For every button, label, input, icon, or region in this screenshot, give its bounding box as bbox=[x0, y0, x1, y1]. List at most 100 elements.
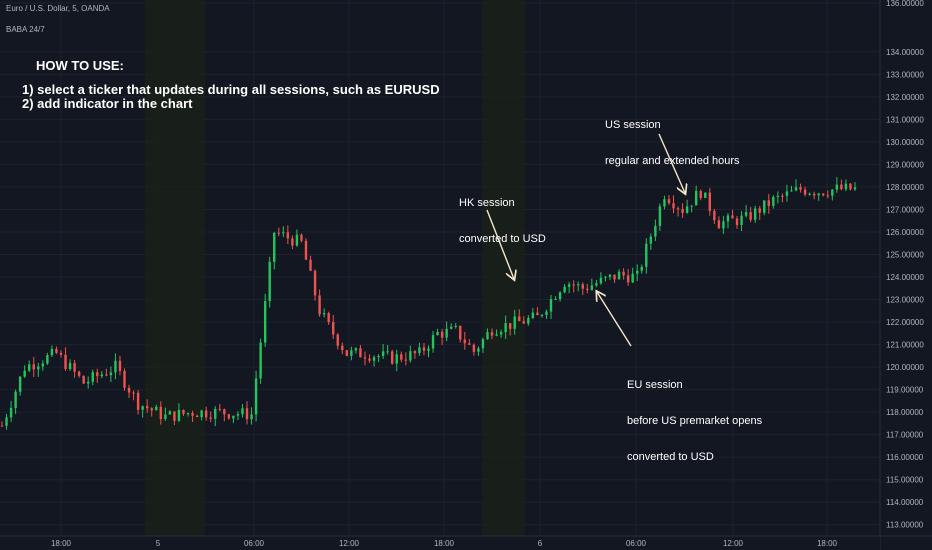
candle-body bbox=[282, 232, 285, 234]
price-tick-label: 133.00000 bbox=[886, 70, 924, 79]
candle-body bbox=[617, 271, 621, 280]
candle-body bbox=[123, 370, 126, 388]
price-tick-label: 129.00000 bbox=[886, 160, 924, 169]
time-tick-label: 12:00 bbox=[339, 539, 360, 548]
us-label-line-2: regular and extended hours bbox=[605, 155, 740, 167]
candle-body bbox=[554, 299, 557, 301]
candle-body bbox=[127, 387, 131, 393]
candle-body bbox=[636, 270, 639, 274]
candle-body bbox=[685, 206, 689, 213]
time-tick-label: 5 bbox=[156, 539, 161, 548]
candle-body bbox=[5, 417, 8, 426]
candle-body bbox=[136, 392, 140, 410]
price-axis[interactable]: 113.00000 114.00000 115.00000 116.00000 117.… bbox=[879, 0, 932, 550]
candle-body bbox=[604, 276, 607, 278]
candle-body bbox=[567, 284, 571, 287]
candle-body bbox=[341, 345, 344, 351]
candle-body bbox=[459, 325, 462, 340]
candle-body bbox=[291, 238, 294, 246]
hk-label-line-1: HK session bbox=[459, 197, 515, 209]
candle-body bbox=[599, 277, 603, 284]
candle-body bbox=[744, 212, 748, 216]
candle-body bbox=[708, 192, 712, 211]
time-axis-bg bbox=[0, 536, 880, 550]
candle-body bbox=[245, 408, 249, 420]
price-tick-label: 119.00000 bbox=[886, 386, 924, 395]
candle-body bbox=[273, 232, 276, 262]
candle-body bbox=[545, 311, 548, 315]
candle-body bbox=[381, 351, 385, 356]
price-tick-label: 113.00000 bbox=[886, 521, 924, 530]
candle-body bbox=[218, 408, 221, 410]
candle-body bbox=[713, 210, 716, 221]
candle-body bbox=[236, 414, 240, 416]
candle-body bbox=[363, 357, 367, 359]
candle-body bbox=[14, 391, 17, 408]
price-tick-label: 118.00000 bbox=[886, 408, 924, 417]
candle-body bbox=[313, 270, 317, 296]
time-axis[interactable]: 18:00 5 06:00 12:00 18:00 6 06:00 12:00 18:00 bbox=[0, 535, 932, 550]
candle-body bbox=[704, 192, 707, 198]
candle-body bbox=[286, 232, 290, 239]
candle-body bbox=[726, 215, 730, 222]
candle-body bbox=[849, 183, 852, 190]
time-tick-label: 18:00 bbox=[51, 539, 72, 548]
candle-body bbox=[799, 187, 802, 190]
price-tick-label: 117.00000 bbox=[886, 431, 924, 440]
candle-body bbox=[499, 332, 503, 335]
candle-body bbox=[359, 348, 362, 358]
candle-body bbox=[155, 406, 158, 411]
candle-body bbox=[640, 266, 643, 271]
candle-body bbox=[431, 335, 435, 349]
candle-body bbox=[531, 312, 535, 319]
candle-body bbox=[840, 184, 843, 190]
candle-body bbox=[59, 352, 63, 355]
annotation-arrow bbox=[486, 209, 514, 279]
candle-body bbox=[586, 288, 589, 290]
candle-body bbox=[395, 354, 398, 364]
annotation-arrow bbox=[658, 133, 685, 193]
candle-body bbox=[350, 350, 353, 356]
time-tick-label: 18:00 bbox=[434, 539, 455, 548]
candle-body bbox=[318, 295, 321, 315]
candle-body bbox=[64, 354, 67, 370]
symbol-title[interactable]: Euro / U.S. Dollar, 5, OANDA bbox=[6, 4, 110, 13]
candle-body bbox=[790, 190, 793, 192]
hk-session-label: HK session converted to USD bbox=[459, 173, 546, 257]
candle-body bbox=[37, 366, 40, 370]
candle-body bbox=[263, 301, 267, 343]
hk-session-band bbox=[145, 0, 205, 536]
candle-body bbox=[204, 410, 208, 418]
price-tick-label: 114.00000 bbox=[886, 498, 924, 507]
candle-body bbox=[522, 321, 525, 324]
candle-body bbox=[109, 372, 113, 376]
candle-body bbox=[563, 286, 566, 293]
candle-body bbox=[812, 193, 816, 196]
candle-body bbox=[250, 414, 253, 420]
candle-body bbox=[354, 348, 358, 351]
candle-body bbox=[831, 189, 834, 196]
candle-body bbox=[472, 344, 476, 352]
candle-body bbox=[50, 348, 54, 356]
hk-session-band bbox=[482, 0, 525, 536]
candle-body bbox=[345, 350, 349, 356]
candle-body bbox=[32, 364, 35, 370]
time-tick-label: 06:00 bbox=[244, 539, 265, 548]
candle-body bbox=[191, 413, 194, 416]
price-tick-label: 128.00000 bbox=[886, 183, 924, 192]
price-tick-label: 124.00000 bbox=[886, 273, 924, 282]
candle-body bbox=[440, 331, 444, 338]
indicator-label[interactable]: BABA 24/7 bbox=[6, 25, 45, 34]
candle-body bbox=[803, 189, 807, 195]
candle-body bbox=[223, 409, 226, 415]
candle-body bbox=[672, 203, 675, 209]
candle-body bbox=[645, 243, 648, 267]
candle-body bbox=[513, 316, 516, 329]
candle-body bbox=[694, 190, 698, 206]
session-shading bbox=[145, 0, 525, 536]
candle-body bbox=[422, 347, 426, 351]
price-tick-label: 116.00000 bbox=[886, 453, 924, 462]
candle-body bbox=[409, 351, 412, 361]
candle-body bbox=[486, 332, 489, 340]
